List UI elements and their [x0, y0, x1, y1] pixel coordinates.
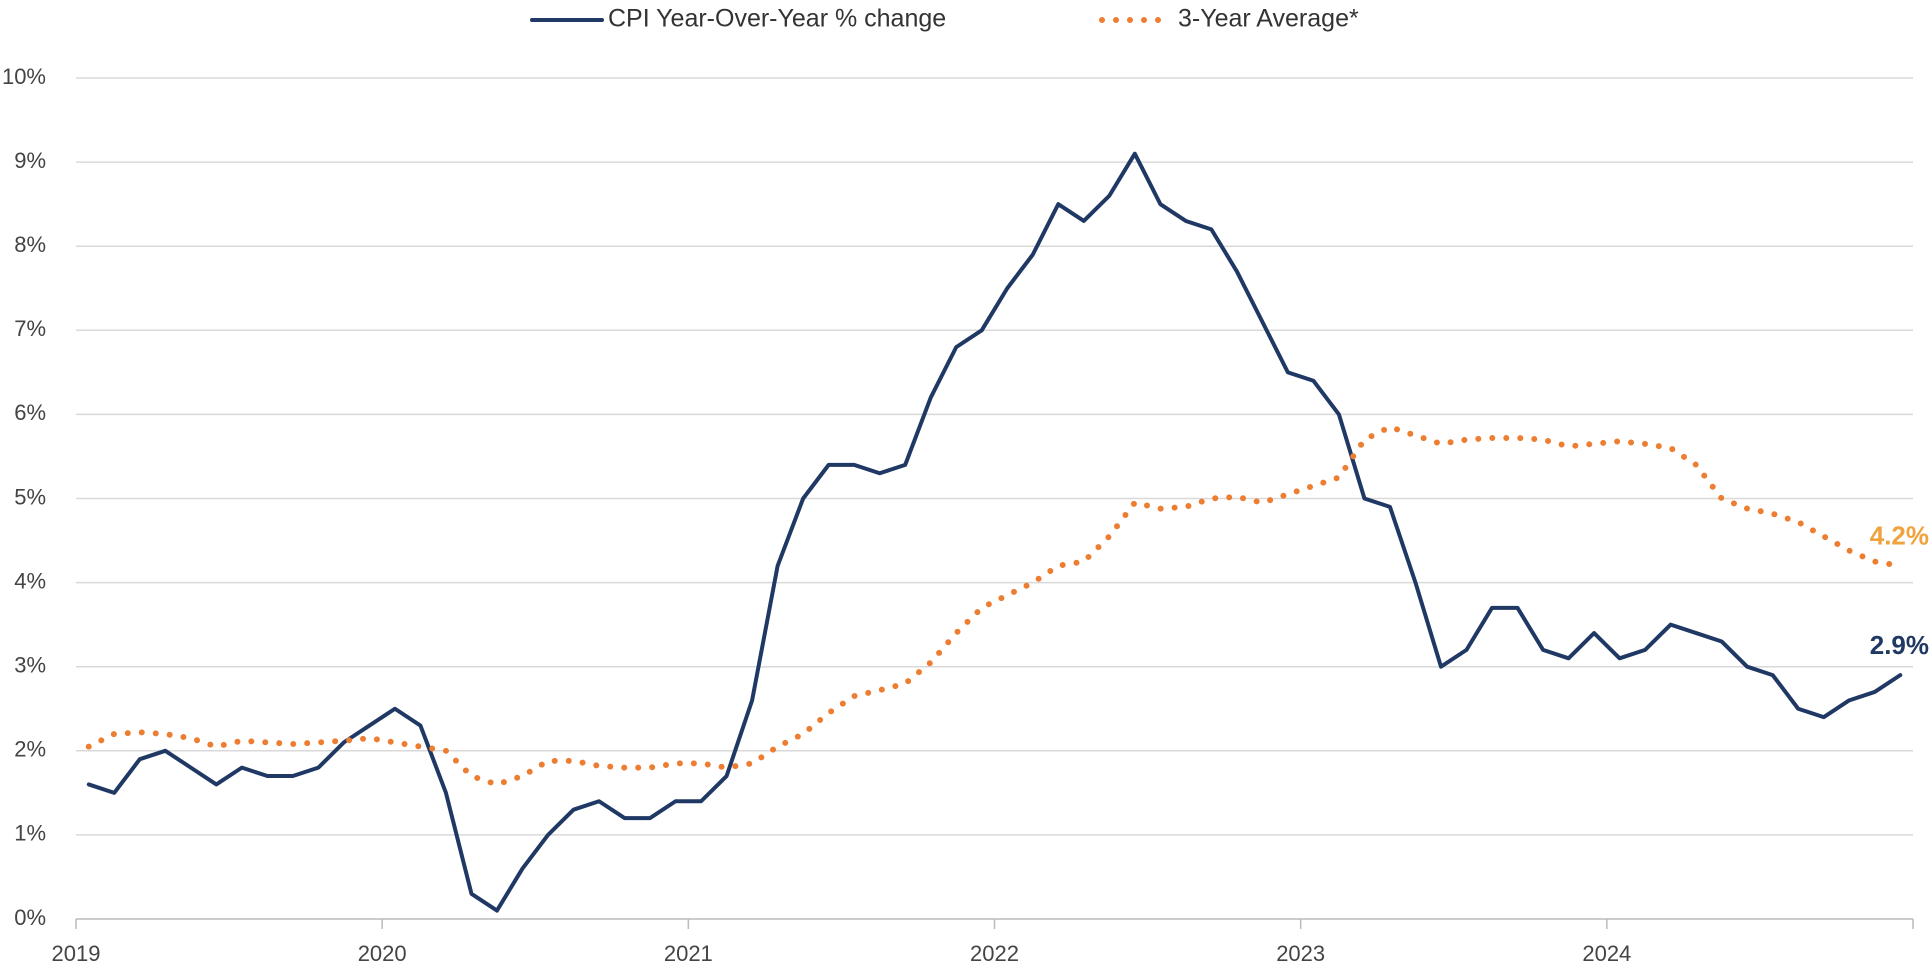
data-label: 4.2%	[1870, 521, 1929, 551]
y-tick-label: 3%	[14, 653, 46, 678]
legend-label: 3-Year Average*	[1178, 5, 1359, 33]
y-tick-label: 1%	[14, 821, 46, 846]
x-tick-label: 2019	[52, 941, 101, 966]
y-tick-label: 6%	[14, 400, 46, 425]
x-tick-label: 2020	[358, 941, 407, 966]
data-label: 2.9%	[1870, 630, 1929, 660]
y-tick-label: 7%	[14, 316, 46, 341]
x-tick-label: 2024	[1582, 941, 1631, 966]
y-tick-label: 0%	[14, 905, 46, 930]
y-tick-label: 2%	[14, 737, 46, 762]
y-tick-label: 5%	[14, 484, 46, 509]
x-tick-label: 2022	[970, 941, 1019, 966]
y-tick-label: 4%	[14, 568, 46, 593]
x-tick-label: 2021	[664, 941, 713, 966]
y-tick-label: 8%	[14, 232, 46, 257]
series-line	[86, 151, 1903, 913]
y-tick-label: 10%	[2, 64, 46, 89]
y-tick-label: 9%	[14, 148, 46, 173]
series-line	[85, 424, 1904, 788]
legend-label: CPI Year-Over-Year % change	[608, 5, 946, 33]
x-tick-label: 2023	[1276, 941, 1325, 966]
